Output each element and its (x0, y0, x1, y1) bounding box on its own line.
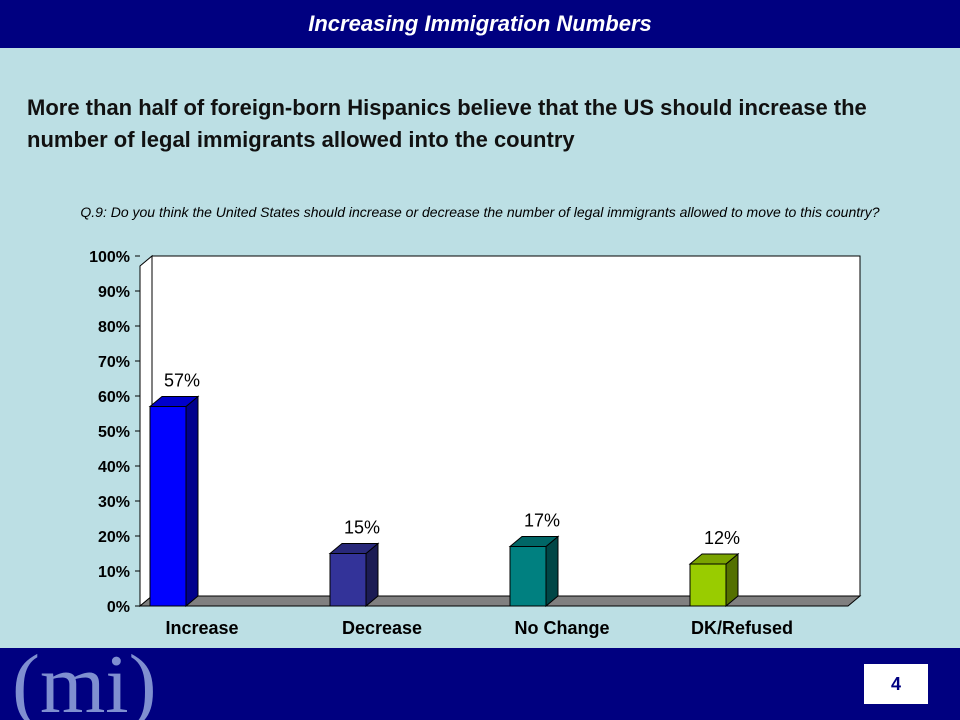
y-tick-label: 100% (89, 249, 130, 266)
x-tick-label: Decrease (342, 618, 422, 638)
y-tick-label: 70% (98, 354, 130, 371)
y-tick-label: 10% (98, 564, 130, 581)
y-tick-label: 40% (98, 459, 130, 476)
logo-text: (mi) (12, 640, 157, 720)
title-bar: Increasing Immigration Numbers (0, 0, 960, 48)
bar-side (185, 395, 199, 608)
headline: More than half of foreign-born Hispanics… (27, 95, 867, 152)
data-label: 12% (704, 528, 740, 548)
bar-side (545, 535, 559, 608)
x-tick-label: Increase (165, 618, 238, 638)
x-tick-label: No Change (514, 618, 609, 638)
y-tick-label: 60% (98, 389, 130, 406)
bar (689, 563, 727, 607)
footer-bar (0, 648, 960, 720)
y-tick-label: 0% (107, 599, 130, 616)
bar-top (328, 543, 380, 554)
bar-top (508, 536, 560, 547)
bar-chart: 0% 10% 20% 30% 40% 50% 60% 70% 80% 90% 100% 57% Incr… (89, 249, 862, 638)
data-label: 57% (164, 371, 200, 391)
y-tick-label: 80% (98, 319, 130, 336)
page-number: 4 (864, 664, 928, 704)
data-label: 17% (524, 511, 560, 531)
survey-question: Q.9: Do you think the United States shou… (80, 204, 880, 220)
y-tick-label: 30% (98, 494, 130, 511)
bar-side (365, 542, 379, 608)
bar (509, 546, 547, 607)
x-tick-label: DK/Refused (691, 618, 793, 638)
company-logo: (mi) (12, 640, 157, 720)
y-tick-label: 20% (98, 529, 130, 546)
y-tick-label: 50% (98, 424, 130, 441)
slide-title: Increasing Immigration Numbers (308, 11, 652, 36)
bar-top (688, 553, 740, 565)
plot-area (151, 255, 861, 597)
data-label: 15% (344, 518, 380, 538)
y-tick-label: 90% (98, 284, 130, 301)
bar-top (148, 396, 200, 407)
chart-floor (138, 595, 862, 607)
bar (149, 406, 187, 607)
bar (329, 553, 367, 607)
